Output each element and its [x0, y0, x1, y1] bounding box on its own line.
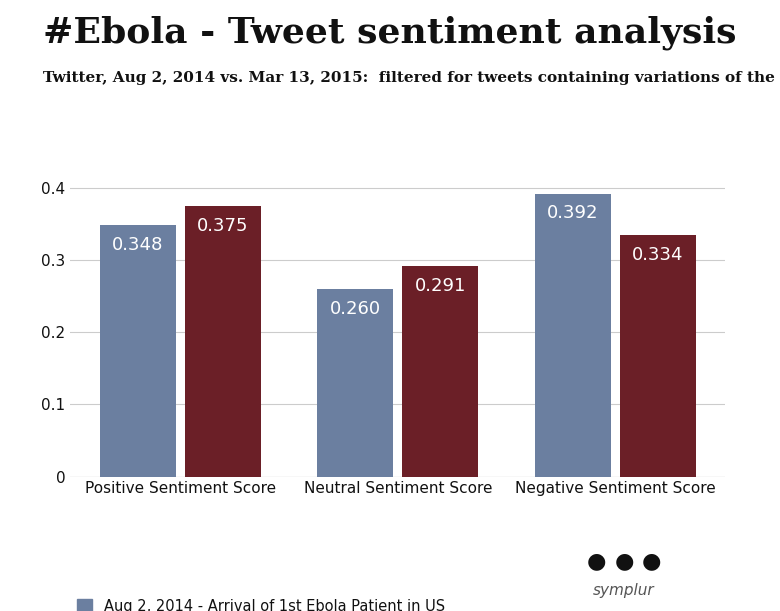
Text: 0.375: 0.375	[197, 217, 249, 235]
Bar	[185, 206, 261, 477]
Text: #Ebola - Tweet sentiment analysis: #Ebola - Tweet sentiment analysis	[43, 15, 736, 49]
Text: ●: ●	[615, 551, 633, 571]
Text: 0.291: 0.291	[414, 277, 466, 295]
Legend: Aug 2, 2014 - Arrival of 1st Ebola Patient in US, Mar 13, 2015 - Arrival of Most: Aug 2, 2014 - Arrival of 1st Ebola Patie…	[77, 599, 520, 611]
Text: 0.348: 0.348	[112, 236, 164, 254]
Bar	[402, 266, 478, 477]
Text: 0.260: 0.260	[330, 299, 381, 318]
Bar	[100, 225, 176, 477]
Text: Twitter, Aug 2, 2014 vs. Mar 13, 2015:  filtered for tweets containing variation: Twitter, Aug 2, 2014 vs. Mar 13, 2015: f…	[43, 70, 780, 84]
Bar	[535, 194, 611, 477]
Text: ●: ●	[587, 551, 606, 571]
Text: ●: ●	[642, 551, 661, 571]
Bar	[619, 235, 696, 477]
Text: symplur: symplur	[593, 582, 655, 598]
Text: 0.334: 0.334	[632, 246, 683, 264]
Text: 0.392: 0.392	[547, 204, 598, 222]
Bar	[317, 289, 393, 477]
